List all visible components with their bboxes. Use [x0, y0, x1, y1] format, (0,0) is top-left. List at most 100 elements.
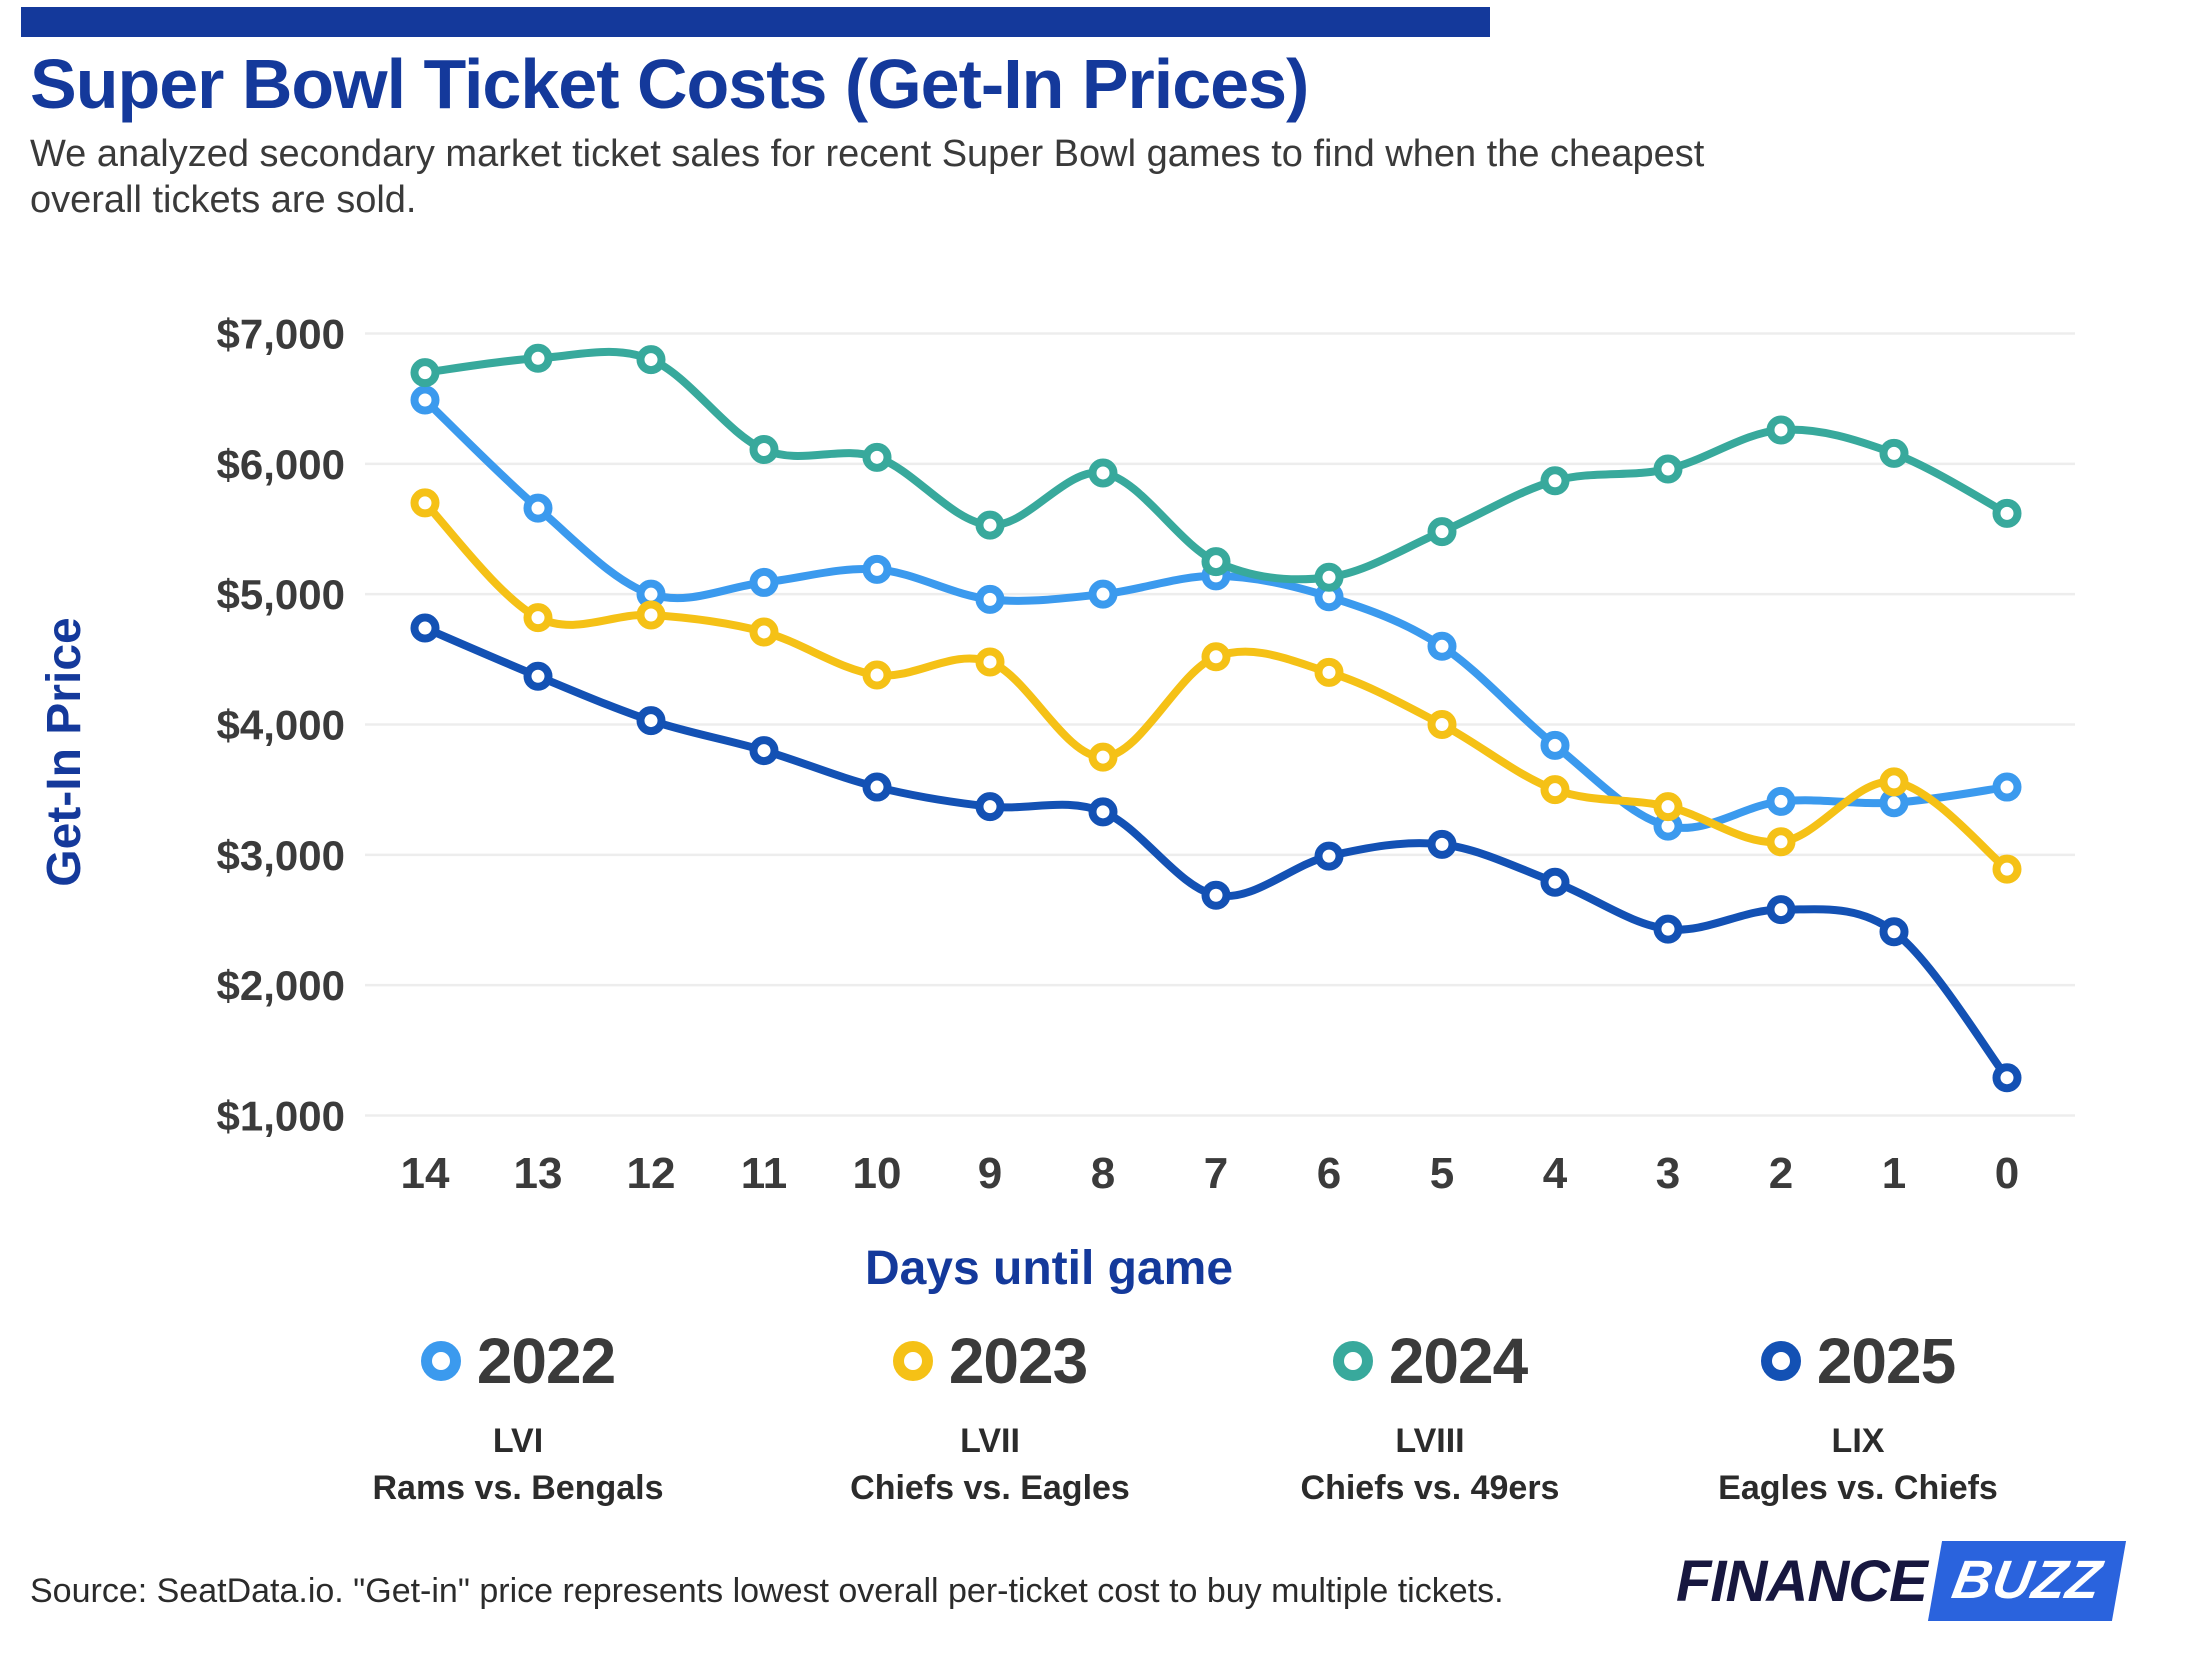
- x-tick-label: 3: [1656, 1149, 1680, 1198]
- legend-matchup: Rams vs. Bengals: [372, 1469, 664, 1507]
- x-tick-label: 13: [514, 1149, 563, 1198]
- point-2023-day12: [636, 600, 666, 630]
- point-2025-day11: [749, 736, 779, 766]
- point-2024-day10: [862, 442, 892, 472]
- y-tick-label: $1,000: [217, 1093, 345, 1140]
- point-2023-day3: [1653, 792, 1683, 822]
- page-title: Super Bowl Ticket Costs (Get-In Prices): [30, 45, 1309, 123]
- x-tick-label: 2: [1769, 1149, 1793, 1198]
- logo-buzz-box: BUZZ: [1927, 1541, 2126, 1621]
- point-2024-day3: [1653, 454, 1683, 484]
- legend-year-row: 2024: [1210, 1325, 1650, 1397]
- point-2025-day13: [523, 661, 553, 691]
- legend-marker-2025-icon: [1760, 1341, 1801, 1381]
- point-2024-day14: [410, 358, 440, 388]
- point-2025-day6: [1314, 841, 1344, 871]
- point-2024-day7: [1201, 547, 1231, 577]
- y-axis-title: Get-In Price: [38, 617, 91, 886]
- point-2025-day0: [1992, 1063, 2022, 1093]
- point-2024-day9: [975, 510, 1005, 540]
- subtitle: We analyzed secondary market ticket sale…: [30, 133, 1705, 221]
- legend-year-label: 2025: [1816, 1325, 1956, 1397]
- legend-roman-numeral: LIX: [1831, 1422, 1885, 1460]
- legend-year-label: 2022: [476, 1325, 616, 1397]
- point-2023-day9: [975, 647, 1005, 677]
- logo-finance-text: FINANCE: [1676, 1548, 1928, 1614]
- x-tick-label: 8: [1091, 1149, 1115, 1198]
- point-2022-day8: [1088, 579, 1118, 609]
- point-2025-day12: [636, 706, 666, 736]
- point-2023-day2: [1766, 827, 1796, 857]
- x-tick-label: 12: [627, 1149, 676, 1198]
- x-tick-label: 5: [1430, 1149, 1454, 1198]
- point-2025-day5: [1427, 829, 1457, 859]
- point-2023-day7: [1201, 642, 1231, 672]
- logo-buzz-text: BUZZ: [1947, 1550, 2107, 1610]
- legend-matchup: Chiefs vs. 49ers: [1300, 1469, 1560, 1507]
- point-2022-day5: [1427, 631, 1457, 661]
- y-tick-label: $4,000: [217, 702, 345, 749]
- point-2025-day2: [1766, 895, 1796, 925]
- legend-item-2023: 2023 LVII Chiefs vs. Eagles: [770, 1325, 1210, 1508]
- series-2024-line: [421, 347, 2011, 584]
- point-2022-day14: [410, 385, 440, 415]
- legend-roman-numeral: LVIII: [1395, 1422, 1465, 1460]
- y-axis-tick-labels: $7,000 $6,000 $5,000 $4,000 $3,000 $2,000 $1,0…: [217, 311, 345, 1140]
- legend-marker-2023-icon: [892, 1341, 933, 1381]
- point-2024-day4: [1540, 466, 1570, 496]
- point-2023-day4: [1540, 775, 1570, 805]
- point-2024-day11: [749, 434, 779, 464]
- point-2024-day13: [523, 343, 553, 373]
- point-2023-day5: [1427, 710, 1457, 739]
- y-tick-label: $5,000: [217, 571, 345, 618]
- legend-item-2024: 2024 LVIII Chiefs vs. 49ers: [1210, 1325, 1650, 1508]
- point-2022-day13: [523, 493, 553, 523]
- y-tick-label: $3,000: [217, 832, 345, 879]
- point-2022-day9: [975, 584, 1005, 614]
- point-2023-day8: [1088, 742, 1118, 772]
- x-tick-label: 11: [741, 1149, 788, 1198]
- point-2024-day8: [1088, 458, 1118, 488]
- point-2023-day11: [749, 617, 779, 647]
- legend-year-label: 2023: [948, 1325, 1088, 1397]
- chart-legend: 2022 LVI Rams vs. Bengals 2023 LVII Chie…: [0, 1325, 2187, 1538]
- legend-roman-numeral: LVII: [960, 1422, 1020, 1460]
- x-tick-label: 9: [978, 1149, 1002, 1198]
- series-2025-line: [421, 624, 2011, 1082]
- x-tick-label: 7: [1204, 1149, 1228, 1198]
- source-note: Source: SeatData.io. "Get-in" price repr…: [30, 1572, 1504, 1610]
- point-2024-day0: [1992, 498, 2022, 528]
- y-tick-label: $6,000: [217, 441, 345, 488]
- legend-item-2022: 2022 LVI Rams vs. Bengals: [298, 1325, 738, 1508]
- point-2025-day9: [975, 792, 1005, 822]
- legend-year-row: 2025: [1638, 1325, 2078, 1397]
- legend-matchup: Eagles vs. Chiefs: [1718, 1469, 1998, 1507]
- x-tick-label: 6: [1317, 1149, 1341, 1198]
- point-2024-day5: [1427, 517, 1457, 547]
- point-2025-day14: [410, 613, 440, 643]
- x-tick-label: 10: [853, 1149, 902, 1198]
- financebuzz-logo: FINANCE BUZZ: [1676, 1541, 2126, 1621]
- legend-roman-numeral: LVI: [492, 1422, 544, 1460]
- x-tick-label: 0: [1995, 1149, 2019, 1198]
- series-layer: [410, 343, 2022, 1093]
- point-2025-day7: [1201, 880, 1231, 910]
- point-2023-day14: [410, 488, 440, 518]
- point-2022-day10: [862, 554, 892, 584]
- legend-year-label: 2024: [1388, 1325, 1528, 1397]
- point-2024-day6: [1314, 562, 1344, 592]
- point-2023-day10: [862, 660, 892, 690]
- x-axis-tick-labels: 14 13 12 11 10 9 8 7 6 5 4 3 2 1 0: [401, 1149, 2020, 1198]
- point-2023-day13: [523, 603, 553, 633]
- point-2025-day1: [1879, 917, 1909, 947]
- point-2025-day3: [1653, 914, 1683, 944]
- legend-year-row: 2022: [298, 1325, 738, 1397]
- point-2024-day2: [1766, 415, 1796, 445]
- point-2022-day11: [749, 567, 779, 597]
- legend-matchup: Chiefs vs. Eagles: [850, 1469, 1130, 1507]
- y-tick-label: $2,000: [217, 962, 345, 1009]
- x-tick-label: 1: [1882, 1149, 1906, 1198]
- x-tick-label: 14: [401, 1149, 450, 1198]
- legend-marker-2024-icon: [1332, 1341, 1373, 1381]
- point-2023-day6: [1314, 657, 1344, 687]
